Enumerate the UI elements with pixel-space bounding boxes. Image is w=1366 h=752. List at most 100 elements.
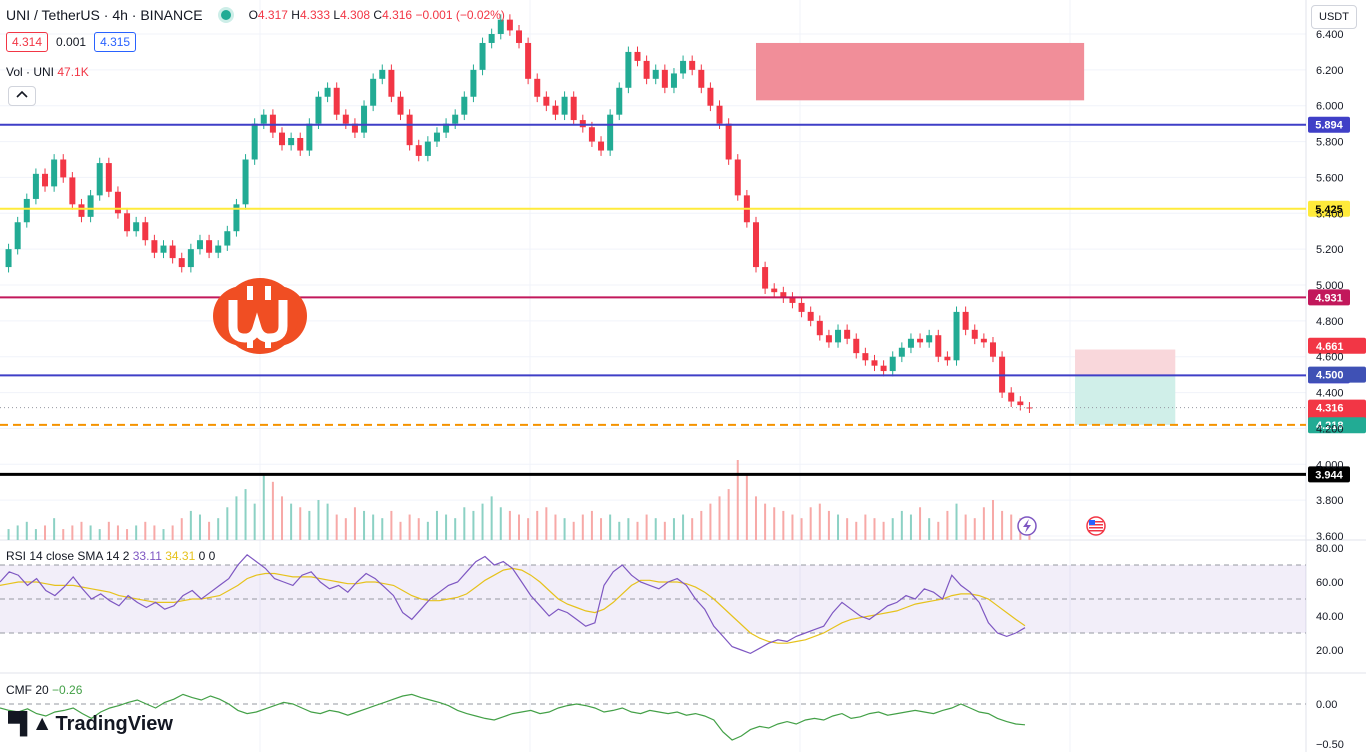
volume-bar: [855, 521, 858, 540]
us-flag-icon: [1086, 516, 1106, 536]
candle: [361, 105, 368, 133]
volume-bar: [800, 518, 803, 540]
candle: [661, 69, 668, 88]
candle: [224, 231, 231, 246]
candle: [233, 204, 240, 232]
high-value: 4.333: [299, 8, 330, 22]
candle: [479, 42, 486, 70]
volume-bar: [335, 514, 338, 540]
candle: [789, 297, 796, 303]
candle: [816, 320, 823, 336]
candle: [670, 73, 677, 88]
volume-bar: [499, 507, 502, 540]
volume-bar: [773, 507, 776, 540]
y-tick-label: 6.000: [1316, 101, 1344, 113]
candle: [798, 302, 805, 312]
change-value: −0.001 (−0.02%): [415, 8, 505, 22]
cmf-title: CMF 20: [6, 683, 49, 697]
candle: [32, 173, 39, 199]
candle: [616, 87, 623, 115]
volume-bar: [107, 521, 110, 540]
volume-legend: Vol · UNI 47.1K: [6, 65, 89, 79]
volume-bar: [408, 514, 411, 540]
candle: [552, 105, 559, 115]
candle: [525, 42, 532, 79]
volume-bar: [882, 521, 885, 540]
candle: [862, 353, 869, 361]
volume-bar: [964, 514, 967, 540]
volume-bar: [372, 514, 375, 540]
candle: [588, 127, 595, 142]
candle: [379, 69, 386, 79]
rsi-value: 33.11: [132, 549, 162, 563]
tradingview-text: TradingView: [55, 712, 173, 735]
trade-panel: 4.314 0.001 4.315: [6, 32, 137, 52]
candle: [543, 96, 550, 106]
candle: [105, 163, 112, 192]
market-status-icon: [220, 10, 231, 20]
volume-bar: [873, 518, 876, 540]
volume-bar: [80, 521, 83, 540]
volume-bar: [71, 525, 74, 540]
y-tick-label: 4.200: [1316, 423, 1344, 435]
volume-bar: [754, 496, 757, 540]
volume-bar: [518, 514, 520, 540]
candle: [980, 338, 987, 343]
candle: [989, 342, 996, 357]
candle: [953, 311, 960, 361]
volume-bar: [62, 529, 65, 540]
rsi-tick-label: 40.00: [1316, 611, 1344, 623]
volume-bar: [636, 521, 639, 540]
volume-bar: [299, 507, 302, 540]
cmf-tick-label: −0.50: [1316, 739, 1344, 751]
volume-bar: [627, 518, 630, 540]
tradingview-watermark[interactable]: ▀▌▲ TradingView: [8, 712, 173, 736]
price-tag: 4.218: [1316, 420, 1344, 432]
candle: [625, 51, 632, 88]
volume-bar: [98, 529, 101, 540]
volume-bar: [344, 518, 347, 540]
buy-button[interactable]: 4.315: [94, 32, 137, 52]
rsi-line: [0, 553, 1026, 655]
currency-button[interactable]: USDT: [1311, 5, 1357, 29]
volume-bar: [363, 510, 366, 540]
candle: [169, 245, 176, 259]
candle: [780, 292, 787, 298]
candle: [23, 198, 30, 223]
w-coin-logo: [213, 278, 307, 354]
chevron-up-icon[interactable]: [8, 86, 36, 106]
price-tag: 4.661: [1316, 341, 1344, 353]
candle: [825, 335, 832, 343]
candle: [114, 191, 121, 214]
candle: [443, 123, 450, 133]
candle: [607, 114, 614, 151]
symbol-title[interactable]: UNI / TetherUS · 4h · BINANCE: [6, 7, 203, 23]
candle: [506, 19, 513, 31]
volume-bar: [262, 474, 265, 540]
candle: [160, 245, 167, 253]
rsi-tick-label: 80.00: [1316, 543, 1344, 555]
volume-bar: [481, 503, 484, 540]
candle: [388, 69, 395, 97]
volume-bar: [891, 518, 894, 540]
volume-bar: [180, 518, 183, 540]
candle: [415, 145, 422, 156]
sell-button[interactable]: 4.314: [6, 32, 49, 52]
volume-bar: [663, 521, 666, 540]
price-zone: [1075, 349, 1176, 375]
candle: [461, 96, 468, 115]
volume-bar: [281, 496, 284, 540]
us-flag-stripe: [1089, 521, 1103, 523]
candle: [1008, 392, 1015, 402]
volume-bar: [153, 525, 156, 540]
volume-bar: [745, 474, 748, 540]
candle: [424, 141, 431, 156]
candle: [397, 96, 404, 115]
y-tick-label: 6.200: [1316, 65, 1344, 77]
volume-bar: [53, 518, 56, 540]
volume-bar: [198, 514, 201, 540]
volume-bar: [618, 521, 621, 540]
y-tick-label: 5.000: [1316, 280, 1344, 292]
rsi-extra-value-1: 0: [198, 549, 206, 563]
